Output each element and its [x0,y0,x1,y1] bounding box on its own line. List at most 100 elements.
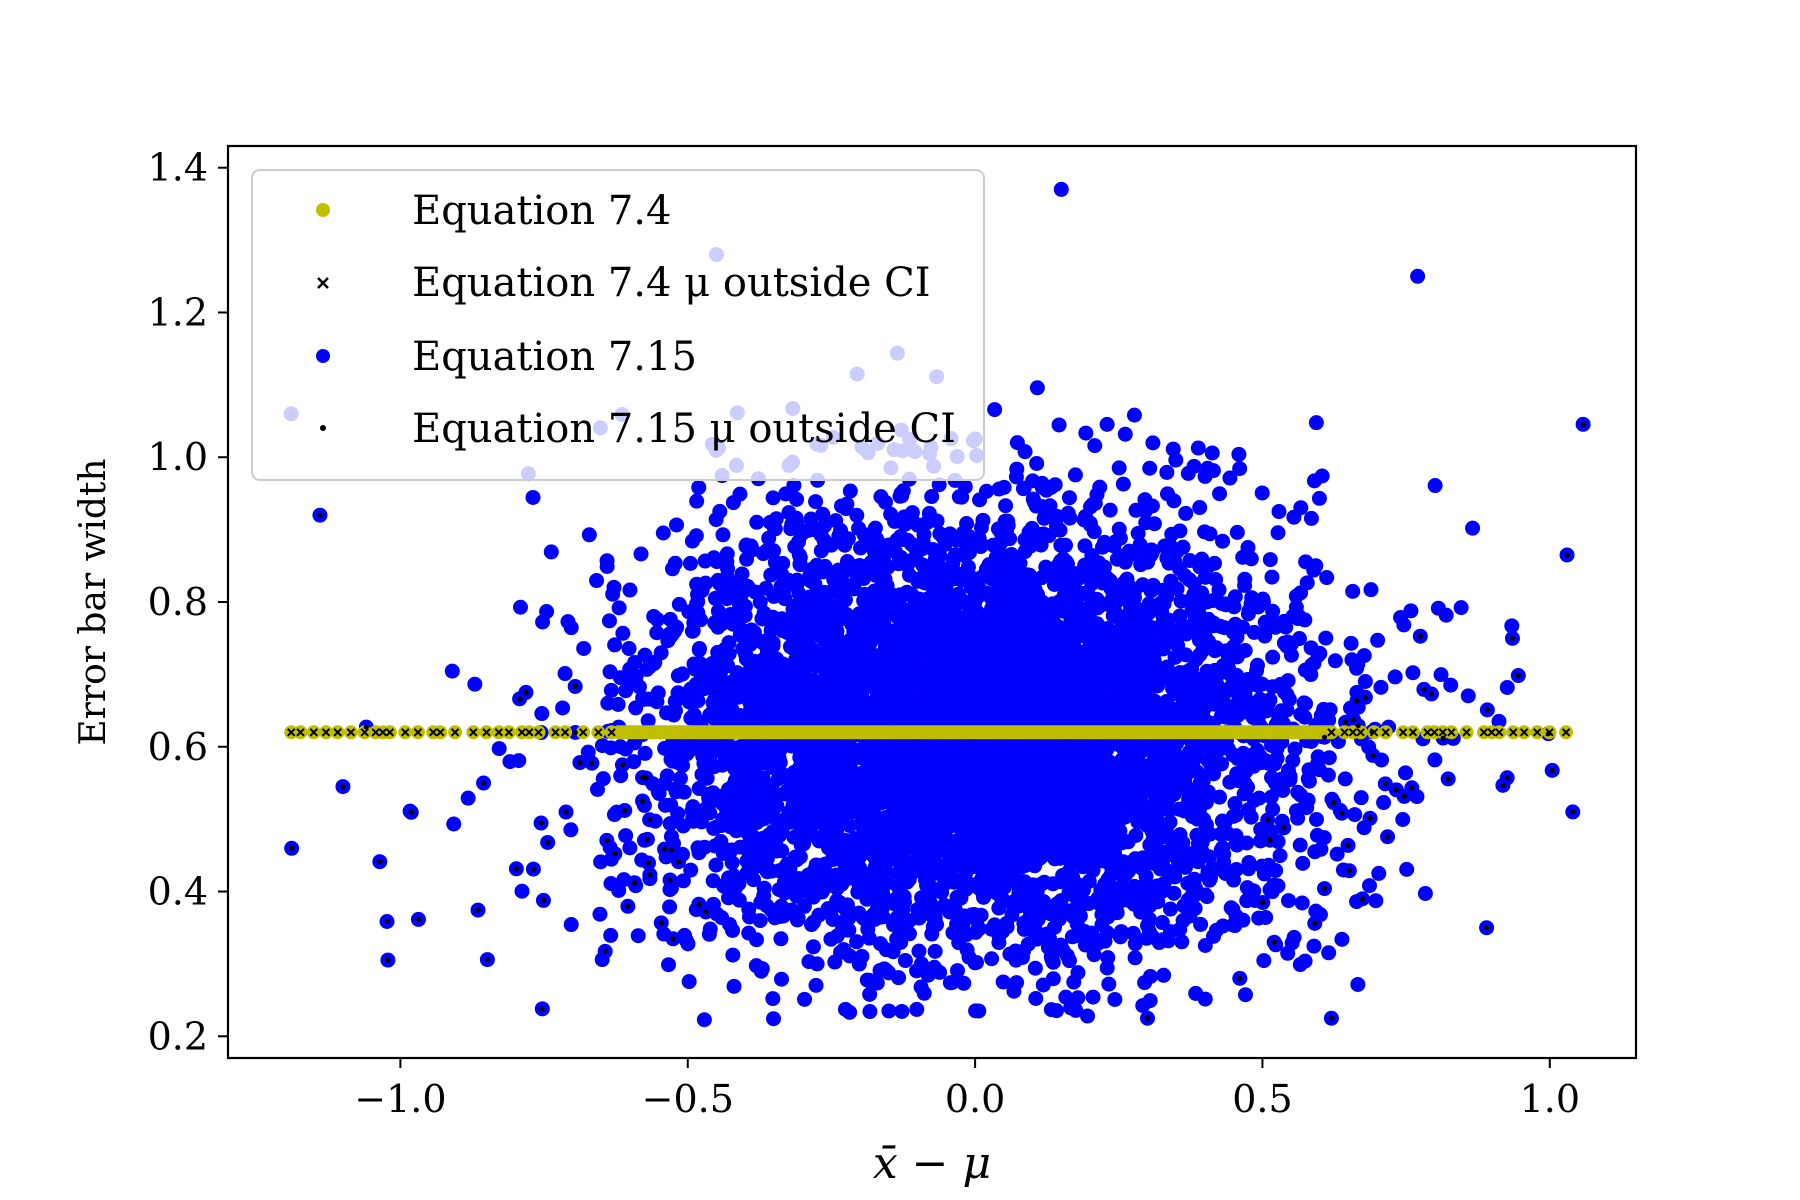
data-point [1058,989,1074,1005]
data-point [1264,884,1280,900]
data-point [1051,754,1067,770]
data-point [812,756,828,772]
data-point [862,1004,878,1020]
data-point [1350,976,1366,992]
data-point [669,517,685,533]
data-point [1433,667,1449,683]
data-point [1102,502,1118,518]
data-point [1268,862,1284,878]
data-point [1159,693,1175,709]
data-point [1295,855,1311,871]
data-point [1067,467,1083,483]
data-point [1286,929,1302,945]
data-point [1232,461,1248,477]
data-point [833,792,849,808]
data-point [862,986,878,1002]
data-point [833,498,849,514]
data-point [792,557,808,573]
data-point [1085,854,1101,870]
data-point [1014,640,1030,656]
data-point [1395,812,1411,828]
data-point [603,682,619,698]
data-point [1029,455,1045,471]
data-point [766,1011,782,1027]
data-point [1145,543,1161,559]
data-point [1291,608,1307,624]
data-point [1133,557,1149,573]
data-point [661,957,677,973]
data-point [662,611,678,627]
data-point [1079,629,1095,645]
data-point [1356,648,1372,664]
data-point [1080,1008,1096,1024]
data-point [1159,706,1175,722]
data-point [670,806,686,822]
data-point [691,479,707,495]
data-point [563,822,579,838]
data-point [891,970,907,986]
data-point [1099,416,1115,432]
data-point [1059,577,1075,593]
data-point [1145,435,1161,451]
data-point [1294,895,1310,911]
data-point [1373,679,1389,695]
data-point [1292,837,1308,853]
data-point [1061,490,1077,506]
data-point [1156,967,1172,983]
data-point [729,665,745,681]
data-point [1035,977,1051,993]
data-point [563,917,579,933]
data-point [1034,594,1050,610]
data-point [618,828,634,844]
data-point [786,477,802,493]
data-point [1207,555,1223,571]
data-point [854,690,870,706]
data-point [1142,460,1158,476]
data-point [1443,677,1459,693]
data-point [1265,649,1281,665]
data-point [603,927,619,943]
data-point [1361,878,1377,894]
data-point [667,555,683,571]
data-point [744,542,760,558]
data-point [861,930,877,946]
data-point [708,512,724,528]
data-point [758,580,774,596]
data-point [1256,866,1272,882]
data-point [914,693,930,709]
data-point [1229,524,1245,540]
data-point [1204,445,1220,461]
data-point [773,971,789,987]
data-point [1178,505,1194,521]
data-point [725,947,741,963]
data-point [796,898,812,914]
data-point [589,573,605,589]
data-point [622,840,638,856]
data-point [945,677,961,693]
data-point [1076,512,1092,528]
data-point [1300,792,1316,808]
data-point [563,620,579,636]
data-point [924,489,940,505]
data-point [877,494,893,510]
data-point [885,944,901,960]
data-point [1405,665,1421,681]
data-point [1225,624,1241,640]
data-point [1205,593,1221,609]
data-point [1264,569,1280,585]
data-point [1398,765,1414,781]
data-point [460,790,476,806]
data-point [1308,811,1324,827]
data-point [1290,784,1306,800]
data-point [446,816,462,832]
data-point [690,605,706,621]
data-point [734,566,750,582]
data-point [774,843,790,859]
data-point [1009,461,1025,477]
data-point [1062,510,1078,526]
data-point [1127,950,1143,966]
data-point [1087,677,1103,693]
data-point [1222,470,1238,486]
data-point [854,620,870,636]
data-point [1027,960,1043,976]
